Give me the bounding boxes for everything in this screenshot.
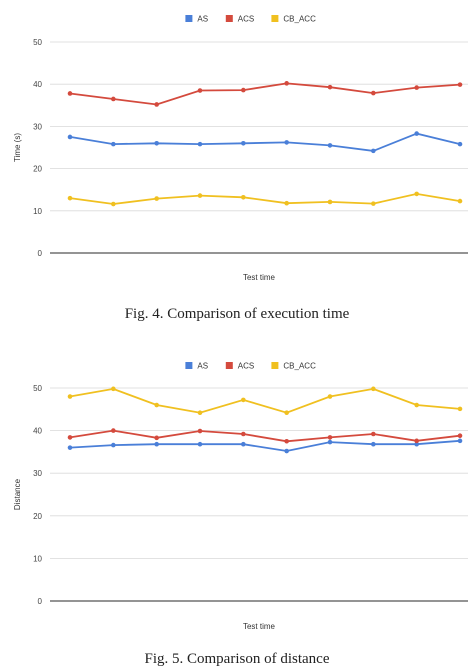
y-tick-label: 0 — [38, 597, 43, 606]
data-point-acs — [284, 81, 289, 86]
data-point-acs — [284, 438, 289, 444]
data-point-acs — [371, 431, 376, 437]
y-tick-label: 30 — [33, 469, 42, 478]
data-point-as — [154, 140, 159, 146]
series-line-cb_acc — [69, 192, 461, 205]
legend-label-acs: ACS — [238, 15, 254, 24]
legend-label-as: AS — [197, 362, 208, 371]
data-point-cb_acc — [457, 406, 463, 412]
data-point-acs — [414, 438, 419, 444]
legend-swatch-cb_acc — [271, 362, 279, 369]
data-point-as — [327, 439, 333, 445]
data-point-acs — [111, 96, 116, 102]
legend-swatch-cb_acc — [271, 15, 279, 22]
data-point-acs — [457, 82, 463, 87]
legend-swatch-acs — [225, 362, 233, 369]
data-point-cb_acc — [154, 196, 159, 201]
data-point-as — [197, 141, 203, 147]
data-point-acs — [241, 431, 246, 437]
y-tick-label: 0 — [38, 249, 43, 258]
y-tick-label: 10 — [33, 554, 42, 563]
series-line-cb_acc — [69, 387, 461, 414]
data-point-cb_acc — [111, 386, 116, 392]
data-point-acs — [197, 88, 203, 93]
data-point-as — [327, 143, 333, 148]
series-line-acs — [69, 429, 461, 443]
y-tick-label: 30 — [33, 122, 42, 131]
legend-label-cb_acc: CB_ACC — [283, 15, 316, 24]
data-point-acs — [414, 85, 419, 90]
data-point-as — [197, 441, 203, 447]
series-line-as — [69, 439, 461, 452]
data-point-as — [67, 445, 73, 450]
data-point-cb_acc — [241, 397, 246, 403]
data-point-acs — [154, 102, 159, 107]
y-tick-label: 40 — [33, 80, 42, 89]
data-point-as — [241, 441, 246, 447]
data-point-acs — [327, 84, 333, 90]
data-point-cb_acc — [327, 199, 333, 205]
legend-swatch-as — [185, 15, 193, 22]
data-point-acs — [197, 428, 203, 434]
legend-swatch-acs — [225, 15, 233, 22]
data-point-cb_acc — [414, 191, 419, 197]
data-point-as — [371, 441, 376, 447]
y-axis-label: Distance — [13, 478, 22, 510]
data-point-cb_acc — [457, 198, 463, 204]
data-point-cb_acc — [371, 201, 376, 206]
data-point-acs — [111, 428, 116, 433]
data-point-cb_acc — [284, 200, 289, 206]
data-point-acs — [67, 435, 73, 440]
data-point-cb_acc — [371, 386, 376, 392]
y-axis-label: Time (s) — [13, 133, 22, 162]
y-tick-label: 10 — [33, 207, 42, 216]
data-point-cb_acc — [241, 194, 246, 200]
data-point-as — [371, 148, 376, 154]
data-point-as — [457, 438, 463, 444]
data-point-cb_acc — [327, 394, 333, 399]
data-point-acs — [457, 433, 463, 439]
series-line-acs — [69, 82, 461, 106]
data-point-as — [154, 441, 159, 447]
y-tick-label: 20 — [33, 512, 42, 521]
x-axis-label: Test time — [243, 622, 276, 631]
legend-label-acs: ACS — [238, 362, 254, 371]
y-tick-label: 40 — [33, 427, 42, 436]
data-point-cb_acc — [414, 402, 419, 408]
distance-chart: 0 10 20 30 40 50 Test time Distance AS ACS CB_ACC — [13, 362, 468, 631]
y-tick-label: 50 — [33, 38, 42, 47]
data-point-cb_acc — [284, 410, 289, 416]
data-point-as — [414, 441, 419, 447]
data-point-as — [284, 448, 289, 454]
legend-label-as: AS — [197, 15, 208, 24]
legend-swatch-as — [185, 362, 193, 369]
figure-5-caption: Fig. 5. Comparison of distance — [144, 651, 330, 667]
data-point-as — [111, 442, 116, 448]
data-point-acs — [67, 91, 73, 96]
data-point-as — [111, 141, 116, 147]
data-point-acs — [241, 87, 246, 93]
data-point-as — [457, 141, 463, 147]
legend-label-cb_acc: CB_ACC — [283, 362, 316, 371]
y-tick-label: 20 — [33, 165, 42, 174]
data-point-cb_acc — [197, 410, 203, 416]
data-point-as — [241, 140, 246, 146]
data-point-cb_acc — [154, 402, 159, 408]
execution-time-chart: 0 10 20 30 40 50 Test time Time (s) AS ACS CB_ACC — [13, 15, 468, 282]
y-tick-label: 50 — [33, 384, 42, 393]
data-point-as — [284, 140, 289, 145]
data-point-cb_acc — [111, 201, 116, 207]
data-point-as — [414, 131, 419, 136]
figure-4-caption: Fig. 4. Comparison of execution time — [124, 306, 350, 322]
data-point-acs — [154, 435, 159, 441]
x-axis-label: Test time — [243, 273, 276, 282]
series-line-as — [69, 132, 461, 152]
data-point-cb_acc — [197, 193, 203, 198]
data-point-acs — [371, 90, 376, 96]
data-point-cb_acc — [67, 394, 73, 399]
data-point-acs — [327, 435, 333, 440]
data-point-as — [67, 134, 73, 140]
data-point-cb_acc — [67, 195, 73, 201]
